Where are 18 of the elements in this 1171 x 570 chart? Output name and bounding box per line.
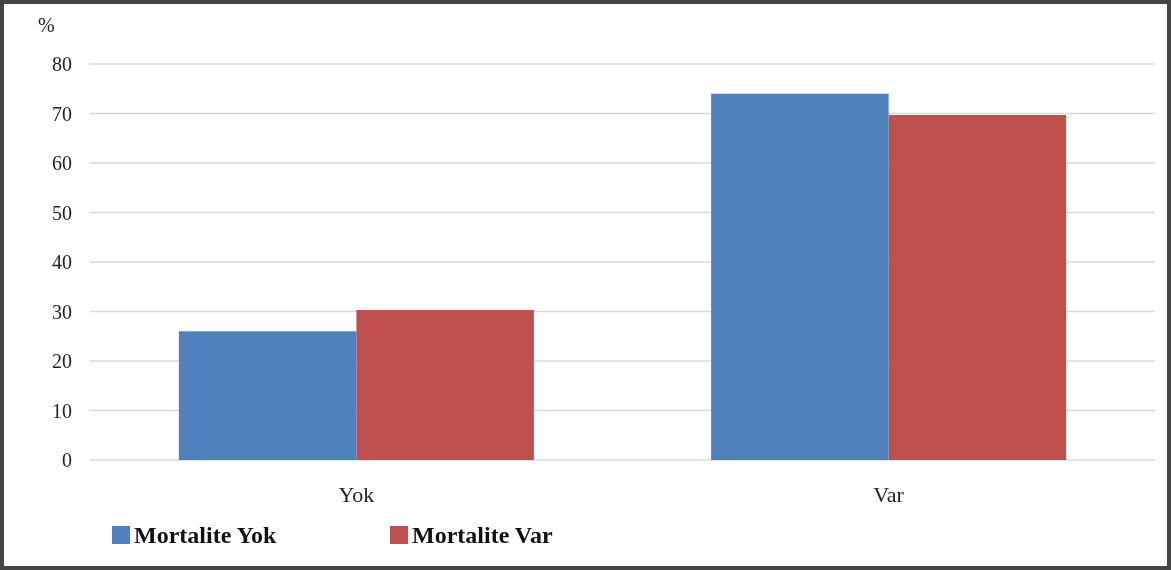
y-tick-label: 50 xyxy=(52,201,72,224)
legend-label: Mortalite Yok xyxy=(134,522,278,549)
y-tick-label: 70 xyxy=(52,102,72,125)
y-tick-label: 20 xyxy=(52,350,72,372)
bar xyxy=(178,331,357,460)
y-tick-label: 60 xyxy=(52,152,72,174)
bar xyxy=(711,93,889,460)
bar xyxy=(888,114,1067,460)
legend-label: Mortalite Var xyxy=(412,522,553,549)
y-axis-title: % xyxy=(38,14,55,36)
y-tick-label: 10 xyxy=(52,399,72,422)
x-tick-label: Yok xyxy=(338,482,375,507)
x-tick-label: Var xyxy=(873,482,905,507)
y-tick-label: 80 xyxy=(52,53,72,75)
y-tick-label: 40 xyxy=(52,251,72,273)
y-tick-label: 0 xyxy=(62,449,72,471)
y-tick-label: 30 xyxy=(52,300,72,323)
bar xyxy=(356,310,534,460)
